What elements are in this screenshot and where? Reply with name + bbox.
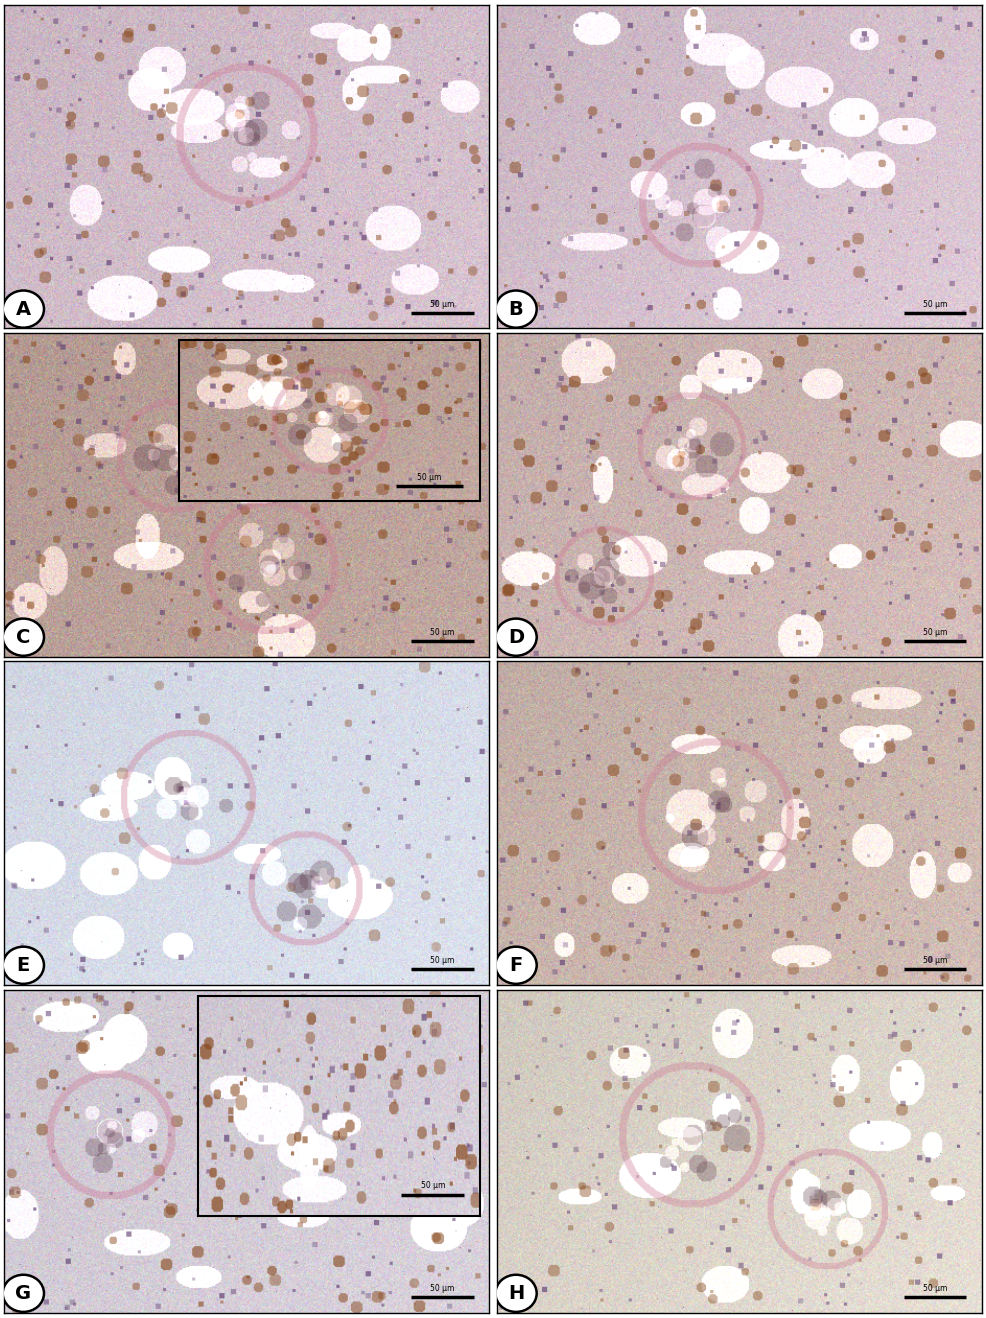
Text: D: D [508, 627, 525, 647]
Text: 50 μm: 50 μm [923, 1284, 948, 1293]
Text: C: C [16, 627, 31, 647]
Text: 50 μm: 50 μm [923, 956, 948, 965]
Ellipse shape [495, 946, 536, 983]
Ellipse shape [3, 946, 44, 983]
Text: 50 μm: 50 μm [430, 299, 455, 308]
Ellipse shape [3, 290, 44, 328]
Text: H: H [508, 1284, 525, 1302]
Text: 50 μm: 50 μm [430, 627, 455, 637]
Text: A: A [16, 299, 31, 319]
Text: E: E [17, 956, 30, 975]
Text: B: B [509, 299, 524, 319]
Text: 50 μm: 50 μm [430, 1284, 455, 1293]
Ellipse shape [495, 1275, 536, 1311]
Text: 50 μm: 50 μm [923, 299, 948, 308]
Text: G: G [16, 1284, 32, 1302]
Text: 50 μm: 50 μm [923, 627, 948, 637]
Ellipse shape [495, 290, 536, 328]
Ellipse shape [3, 618, 44, 656]
Text: F: F [510, 956, 523, 975]
Text: 50 μm: 50 μm [430, 956, 455, 965]
Ellipse shape [495, 618, 536, 656]
Ellipse shape [3, 1275, 44, 1311]
